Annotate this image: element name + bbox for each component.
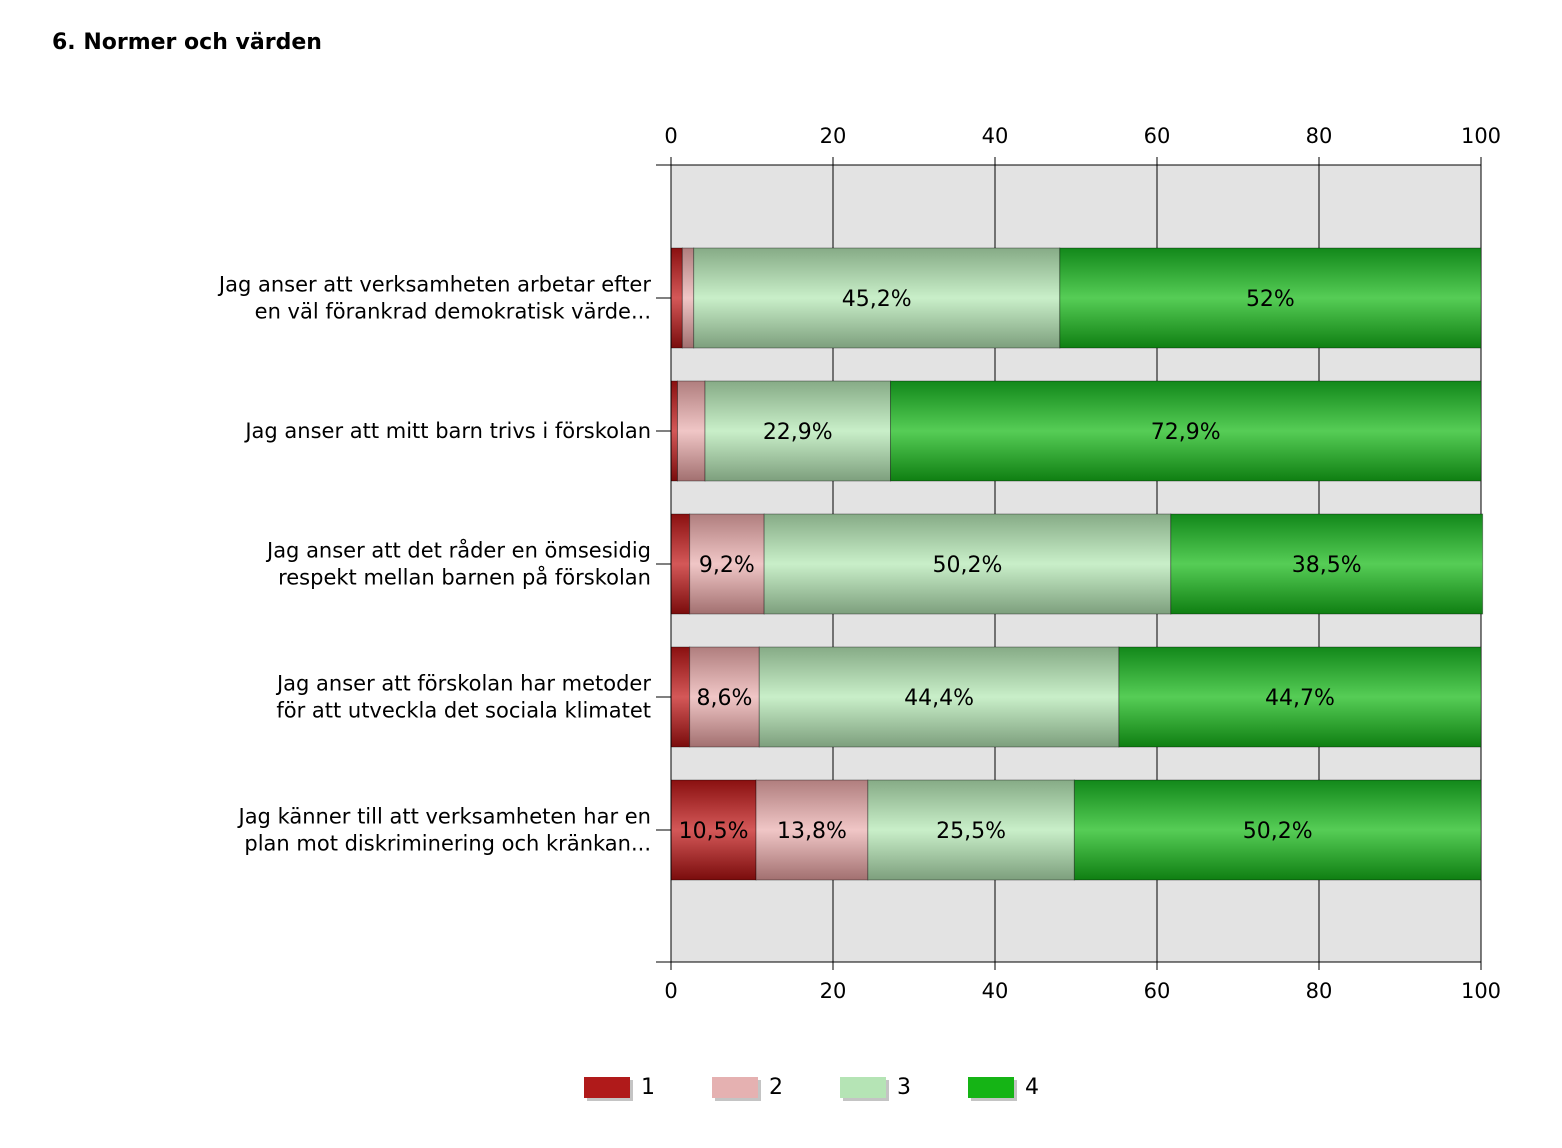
bar-segment — [1059, 247, 1482, 349]
x-tick-label-bottom: 100 — [1461, 979, 1501, 1003]
legend-swatch — [712, 1077, 758, 1098]
x-tick-label-bottom: 40 — [982, 979, 1009, 1003]
data-label: 50,2% — [933, 553, 1003, 578]
bar-segment — [693, 247, 1061, 349]
chart-title: 6. Normer och värden — [52, 30, 322, 55]
data-label: 8,6% — [697, 686, 753, 711]
bar-segment — [670, 380, 678, 482]
data-label: 38,5% — [1292, 553, 1362, 578]
data-label: 72,9% — [1151, 420, 1221, 445]
x-tick-label-top: 40 — [982, 124, 1009, 148]
bar-segment — [689, 513, 765, 615]
legend-label: 1 — [641, 1075, 655, 1100]
data-label: 45,2% — [842, 287, 912, 312]
data-label: 50,2% — [1243, 819, 1313, 844]
legend: 1 2 3 4 — [584, 1075, 1096, 1100]
data-label: 22,9% — [763, 420, 833, 445]
x-tick-label-bottom: 60 — [1144, 979, 1171, 1003]
data-label: 9,2% — [699, 553, 755, 578]
data-label: 25,5% — [936, 819, 1006, 844]
legend-swatch — [968, 1077, 1014, 1098]
data-label: 10,5% — [679, 819, 749, 844]
category-label: respekt mellan barnen på förskolan — [278, 565, 651, 590]
legend-label: 3 — [897, 1075, 911, 1100]
category-label: för att utveckla det sociala klimatet — [276, 699, 651, 723]
bar-segment — [867, 779, 1075, 881]
x-tick-label-top: 20 — [820, 124, 847, 148]
x-tick-label-top: 80 — [1306, 124, 1333, 148]
data-label: 44,7% — [1265, 686, 1335, 711]
bar-segment — [670, 779, 757, 881]
legend-swatch — [584, 1077, 630, 1098]
bar-segment — [676, 380, 706, 482]
legend-label: 2 — [769, 1075, 783, 1100]
bar-segment — [1170, 513, 1484, 615]
data-label: 44,4% — [904, 686, 974, 711]
bar-segment — [890, 380, 1482, 482]
bar-segment — [670, 513, 691, 615]
legend-label: 4 — [1025, 1075, 1039, 1100]
category-label: Jag anser att verksamheten arbetar efter — [217, 273, 651, 297]
category-label: Jag känner till att verksamheten har en — [237, 805, 652, 829]
x-tick-label-bottom: 20 — [820, 979, 847, 1003]
bar-segment — [670, 247, 683, 349]
x-tick-label-top: 100 — [1461, 124, 1501, 148]
category-label: Jag anser att mitt barn trivs i förskola… — [243, 419, 651, 443]
bar-segment — [681, 247, 695, 349]
category-label: Jag anser att förskolan har metoder — [275, 672, 651, 696]
x-tick-label-top: 0 — [664, 124, 677, 148]
x-tick-label-top: 60 — [1144, 124, 1171, 148]
legend-swatch — [840, 1077, 886, 1098]
bar-segment — [755, 779, 869, 881]
bar-segment — [763, 513, 1172, 615]
data-label: 52% — [1246, 287, 1295, 312]
bar-segment — [1073, 779, 1482, 881]
x-tick-label-bottom: 80 — [1306, 979, 1333, 1003]
category-label: plan mot diskriminering och kränkan... — [244, 832, 651, 856]
legend-item: 1 — [584, 1075, 655, 1100]
bar-segment — [704, 380, 892, 482]
x-tick-label-bottom: 0 — [664, 979, 677, 1003]
bar-segment — [758, 646, 1120, 748]
legend-item: 3 — [840, 1075, 911, 1100]
category-label: Jag anser att det råder en ömsesidig — [265, 538, 651, 563]
legend-item: 4 — [968, 1075, 1039, 1100]
legend-item: 2 — [712, 1075, 783, 1100]
data-label: 13,8% — [777, 819, 847, 844]
bar-segment — [670, 646, 691, 748]
bar-segment — [1118, 646, 1482, 748]
category-label: en väl förankrad demokratisk värde... — [255, 300, 651, 324]
